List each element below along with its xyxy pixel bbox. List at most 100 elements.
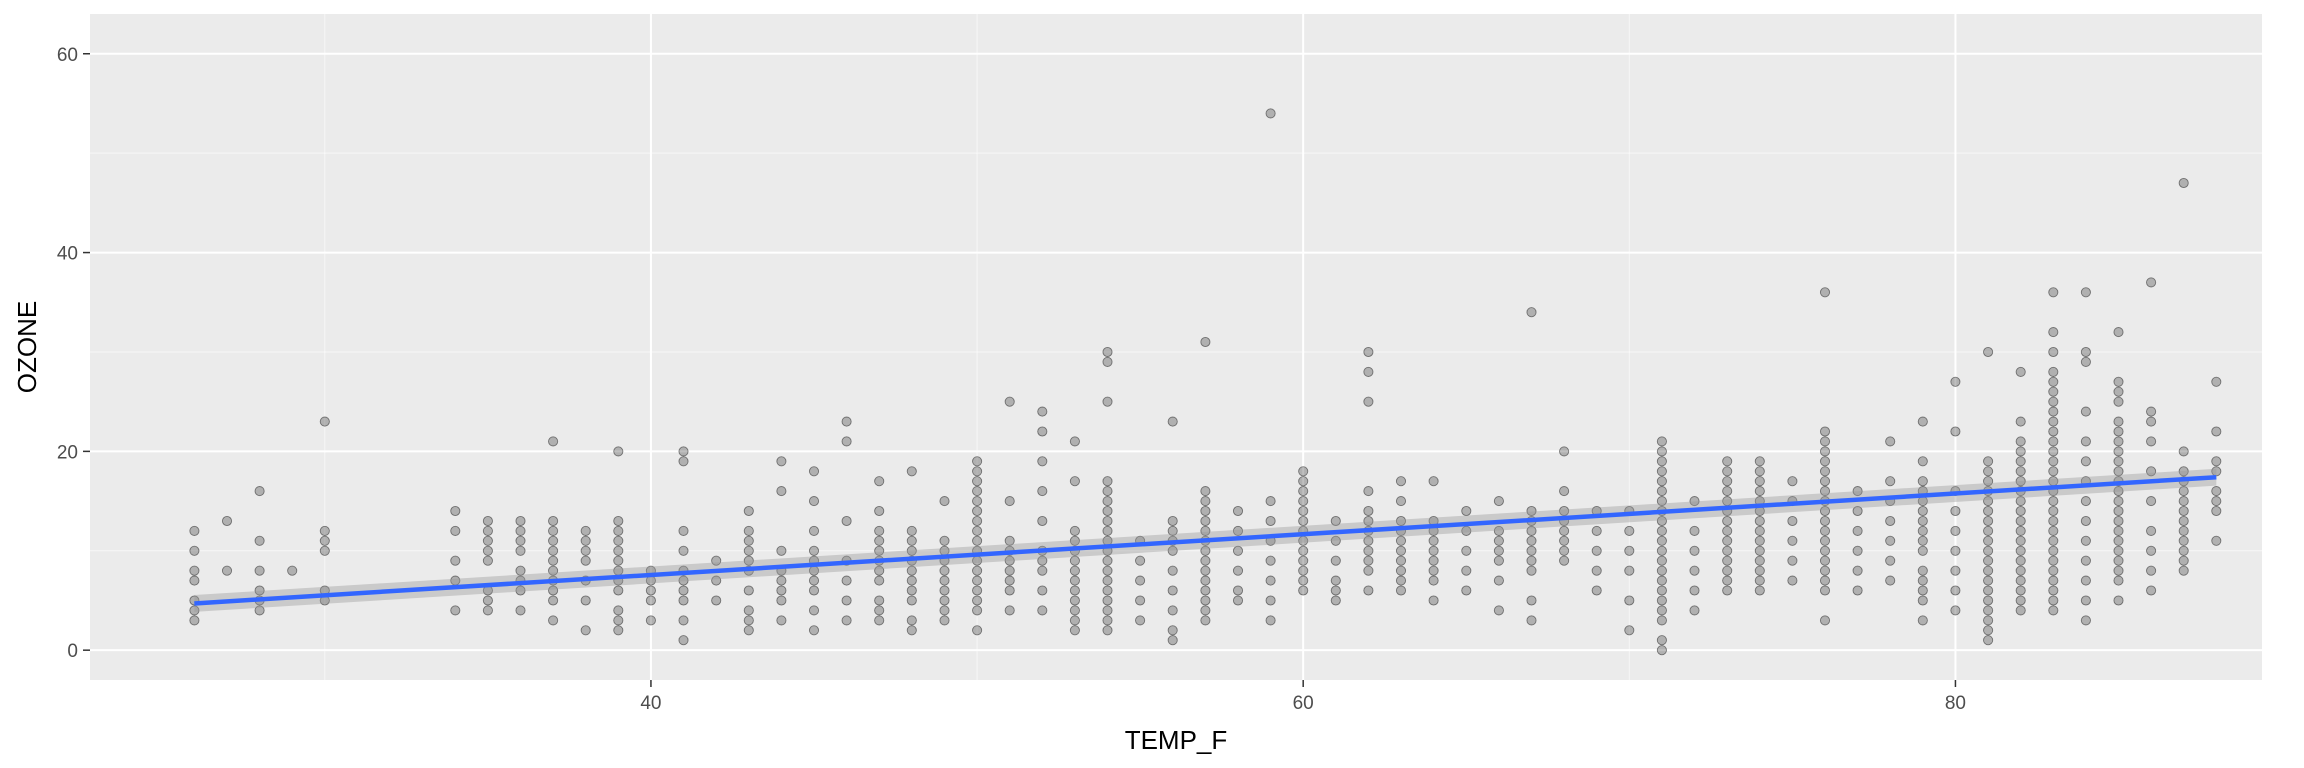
data-point <box>1917 565 1928 576</box>
data-point <box>1330 575 1341 586</box>
data-point <box>1983 555 1994 566</box>
data-point <box>972 535 983 546</box>
data-point <box>1656 595 1667 606</box>
data-point <box>1102 555 1113 566</box>
data-point <box>2048 545 2059 556</box>
data-point <box>2113 496 2124 507</box>
data-point <box>1069 625 1080 636</box>
data-point <box>1852 486 1863 497</box>
data-point <box>1754 575 1765 586</box>
data-point <box>1265 108 1276 119</box>
data-point <box>1983 545 1994 556</box>
data-point <box>1559 555 1570 566</box>
data-point <box>776 456 787 467</box>
data-point <box>972 486 983 497</box>
data-point <box>254 605 265 616</box>
data-point <box>613 605 624 616</box>
data-point <box>1950 565 1961 576</box>
y-tick-label: 0 <box>67 641 78 662</box>
data-point <box>972 466 983 477</box>
data-point <box>450 605 461 616</box>
data-point <box>2113 436 2124 447</box>
data-point <box>1004 555 1015 566</box>
data-point <box>808 496 820 507</box>
data-point <box>2080 496 2091 507</box>
data-point <box>1722 515 1733 527</box>
data-point <box>711 555 722 566</box>
data-point <box>1298 565 1309 576</box>
data-point <box>2178 505 2189 517</box>
data-point <box>1200 595 1211 606</box>
data-point <box>1983 466 1994 477</box>
data-point <box>1461 505 1472 517</box>
data-point <box>1363 565 1374 576</box>
data-point <box>2015 515 2026 527</box>
data-point <box>2048 416 2059 427</box>
data-point <box>1591 585 1602 596</box>
data-point <box>1885 515 1896 527</box>
data-point <box>2015 505 2026 517</box>
data-point <box>1428 555 1439 566</box>
data-point <box>939 605 950 616</box>
data-point <box>1689 605 1700 616</box>
data-point <box>1069 535 1080 546</box>
y-tick-label: 40 <box>57 244 78 265</box>
data-point <box>743 525 754 536</box>
data-point <box>972 525 983 536</box>
data-point <box>874 476 885 487</box>
data-point <box>841 615 852 626</box>
data-point <box>254 565 265 576</box>
data-point <box>515 585 526 596</box>
data-point <box>1983 615 1994 626</box>
data-point <box>1265 575 1276 586</box>
data-point <box>1983 525 1994 536</box>
data-point <box>1819 287 1831 298</box>
data-point <box>1232 525 1244 536</box>
data-point <box>1298 476 1309 487</box>
data-point <box>1037 605 1048 616</box>
data-point <box>1819 565 1831 576</box>
data-point <box>2113 446 2124 457</box>
data-point <box>580 595 591 606</box>
data-point <box>580 545 591 556</box>
data-point <box>1135 595 1146 606</box>
data-point <box>2015 555 2026 566</box>
x-tick-label: 60 <box>1293 693 1314 714</box>
data-point <box>1917 595 1928 606</box>
data-point <box>2048 515 2059 527</box>
data-point <box>1656 446 1667 457</box>
data-point <box>2015 436 2026 447</box>
data-point <box>2146 496 2157 507</box>
data-point <box>1135 555 1146 566</box>
data-point <box>1069 525 1080 536</box>
data-point <box>808 466 820 477</box>
data-point <box>1656 525 1667 536</box>
data-point <box>2113 486 2124 497</box>
data-point <box>906 625 917 636</box>
data-point <box>678 585 689 596</box>
data-point <box>678 575 689 586</box>
data-point <box>1689 545 1700 556</box>
data-point <box>1754 515 1765 527</box>
data-point <box>1428 476 1439 487</box>
data-point <box>2178 486 2189 497</box>
data-point <box>2048 406 2059 417</box>
data-point <box>2178 555 2189 566</box>
data-point <box>2048 456 2059 467</box>
data-point <box>1461 545 1472 556</box>
data-point <box>2113 525 2124 536</box>
data-point <box>1722 545 1733 556</box>
data-point <box>548 555 559 566</box>
data-point <box>580 625 591 636</box>
data-point <box>1428 535 1439 546</box>
data-point <box>1656 635 1667 646</box>
data-point <box>2080 346 2091 358</box>
data-point <box>1102 496 1113 507</box>
data-point <box>482 605 493 616</box>
data-point <box>1787 575 1798 586</box>
data-point <box>1983 575 1994 586</box>
data-point <box>1200 585 1211 596</box>
data-point <box>645 595 656 606</box>
data-point <box>1983 635 1994 646</box>
